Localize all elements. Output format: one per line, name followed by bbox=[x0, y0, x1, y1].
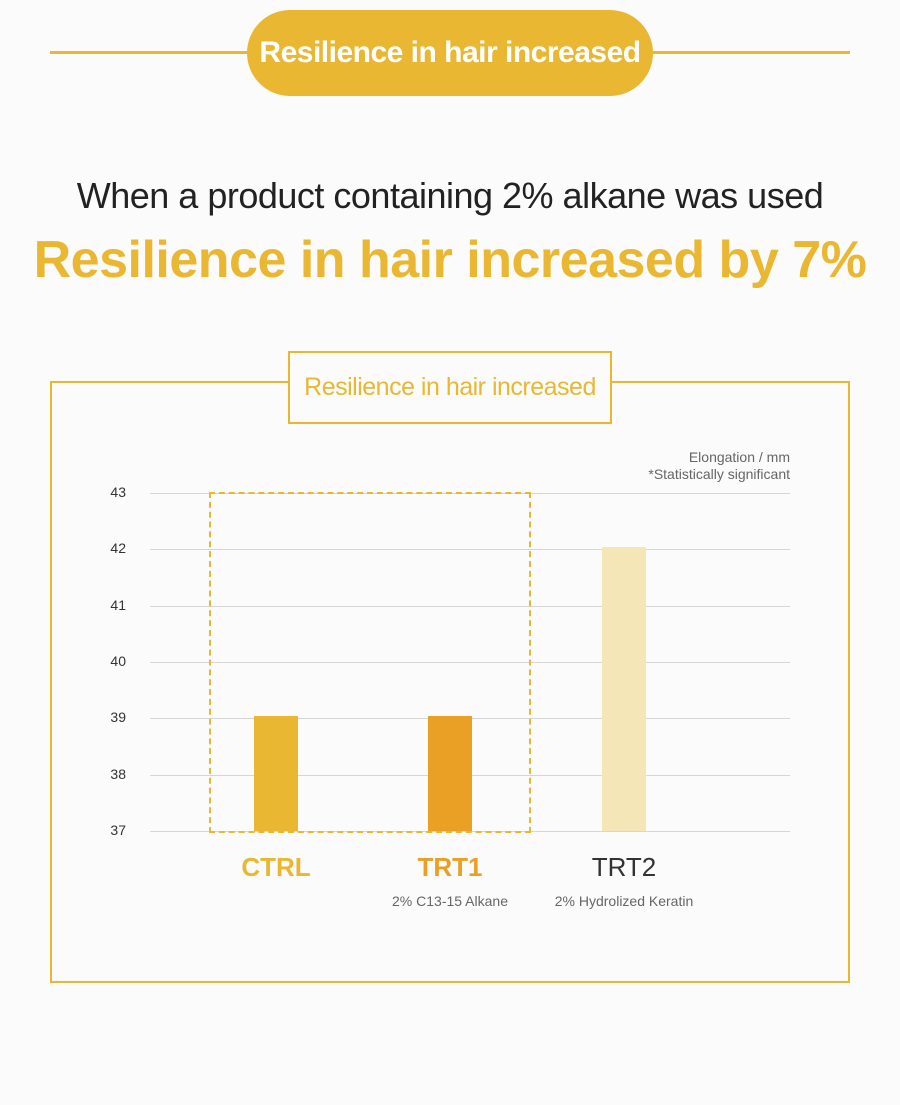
y-tick-label: 38 bbox=[110, 766, 126, 782]
y-tick-label: 37 bbox=[110, 822, 126, 838]
y-tick-label: 43 bbox=[110, 484, 126, 500]
gridline bbox=[150, 549, 790, 550]
bar-trt2 bbox=[602, 547, 646, 831]
chart-title-tab: Resilience in hair increased bbox=[288, 351, 612, 424]
chart-panel bbox=[50, 381, 850, 983]
gridline bbox=[150, 662, 790, 663]
y-tick-label: 41 bbox=[110, 597, 126, 613]
x-label-ctrl: CTRL bbox=[241, 852, 311, 882]
significance-note: *Statistically significant bbox=[648, 466, 790, 482]
x-label-trt1: TRT1 bbox=[417, 852, 483, 882]
gridline bbox=[150, 606, 790, 607]
highlight-box bbox=[209, 492, 531, 833]
y-tick-label: 39 bbox=[110, 709, 126, 725]
x-sublabel-trt2: 2% Hydrolized Keratin bbox=[554, 893, 694, 909]
y-tick-label: 40 bbox=[110, 653, 126, 669]
intro-headline: Resilience in hair increased by 7% bbox=[33, 231, 867, 289]
intro-subtitle: When a product containing 2% alkane was … bbox=[76, 175, 824, 216]
x-sublabel-trt1: 2% C13-15 Alkane bbox=[392, 893, 508, 909]
x-label-trt2: TRT2 bbox=[591, 852, 657, 882]
y-tick-label: 42 bbox=[110, 540, 126, 556]
bar-ctrl bbox=[254, 716, 298, 831]
bar-trt1 bbox=[428, 716, 472, 831]
header-pill: Resilience in hair increased bbox=[247, 10, 653, 96]
chart-unit-note: Elongation / mm *Statistically significa… bbox=[648, 449, 790, 483]
y-unit-label: Elongation / mm bbox=[688, 449, 790, 465]
